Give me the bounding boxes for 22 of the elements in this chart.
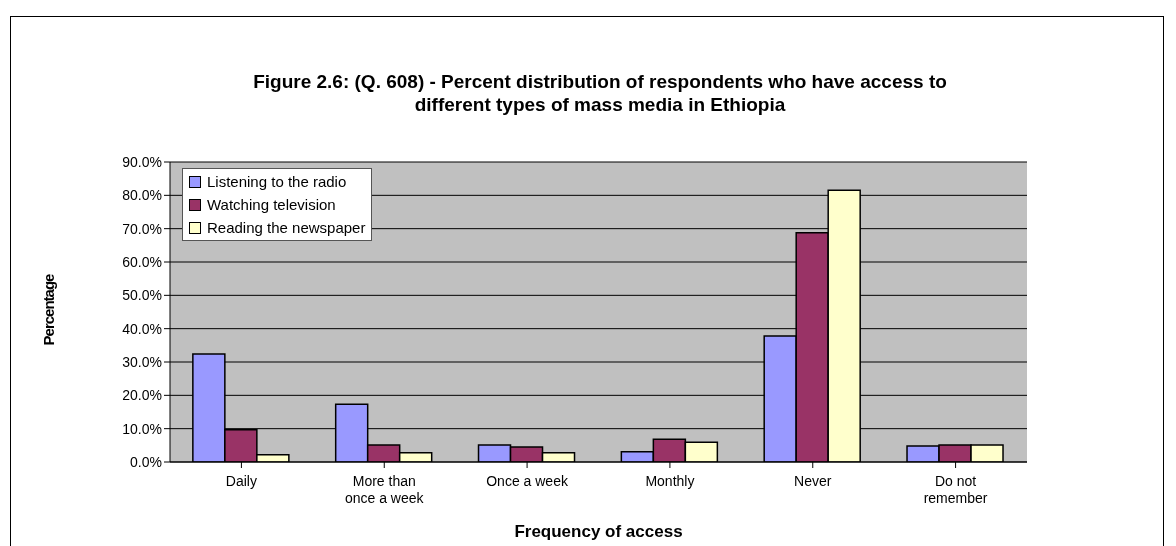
x-tick-label: Monthly: [645, 473, 695, 489]
x-tick-label: Never: [794, 473, 832, 489]
y-tick-label: 60.0%: [122, 253, 162, 270]
y-tick-label: 80.0%: [122, 187, 162, 204]
y-tick-label: 50.0%: [122, 287, 162, 304]
y-tick-label: 90.0%: [122, 153, 162, 170]
chart-title: Figure 2.6: (Q. 608) - Percent distribution of respondents who have access to different types of mass media in Ethiopia: [252, 70, 948, 116]
y-tick-label: 10.0%: [122, 420, 162, 437]
legend-label: Watching television: [207, 196, 336, 213]
y-tick-label: 0.0%: [130, 453, 162, 470]
x-tick-label: Do not remember: [923, 473, 988, 506]
y-tick-label: 20.0%: [122, 387, 162, 404]
y-axis-title: Percentage: [39, 274, 57, 346]
legend-label: Listening to the radio: [207, 173, 347, 190]
y-tick-label: 40.0%: [122, 320, 162, 337]
x-tick-label: Daily: [225, 473, 257, 489]
x-tick-label: Once a week: [486, 473, 569, 489]
x-axis-title: Frequency of access: [513, 522, 684, 542]
legend-label: Reading the newspaper: [207, 219, 366, 236]
y-tick-label: 70.0%: [122, 220, 162, 237]
y-tick-label: 30.0%: [122, 353, 162, 370]
x-tick-label: More than once a week: [344, 473, 425, 506]
